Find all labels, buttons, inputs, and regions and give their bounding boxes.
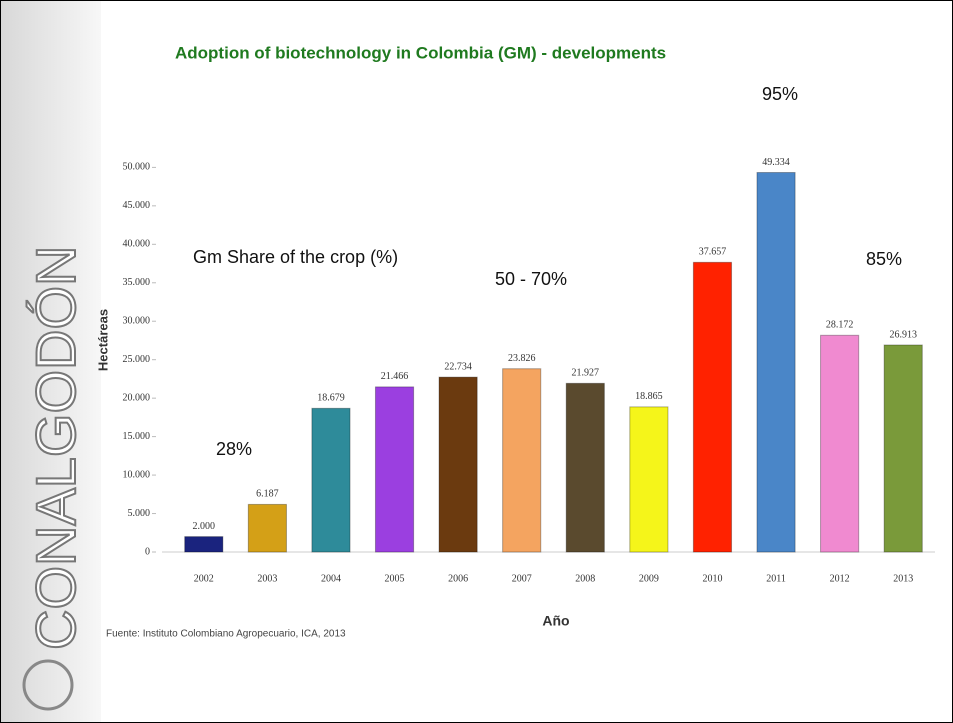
bar: [565, 382, 605, 553]
x-axis-label: Año: [542, 613, 569, 629]
data-label: 18.865: [635, 391, 663, 402]
annotation: Gm Share of the crop (%): [193, 247, 398, 267]
x-tick-label: 2006: [448, 573, 468, 584]
y-tick-label: 45.000: [123, 200, 151, 211]
x-tick-label: 2010: [702, 573, 722, 584]
annotation: 50 - 70%: [495, 269, 567, 289]
y-tick-label: 15.000: [123, 431, 151, 442]
bar: [756, 172, 796, 553]
x-tick-label: 2013: [893, 573, 913, 584]
y-tick-label: 10.000: [123, 469, 151, 480]
bar: [502, 368, 542, 553]
bar: [184, 536, 224, 553]
data-label: 2.000: [193, 521, 216, 532]
data-label: 26.913: [889, 329, 917, 340]
x-tick-label: 2009: [639, 573, 659, 584]
x-tick-label: 2007: [512, 573, 532, 584]
y-tick-label: 5.000: [128, 508, 151, 519]
bar: [629, 406, 669, 553]
x-tick-label: 2002: [194, 573, 214, 584]
y-tick-label: 30.000: [123, 316, 151, 327]
data-label: 28.172: [826, 320, 854, 331]
data-label: 18.679: [317, 393, 345, 404]
annotation: 28%: [216, 439, 252, 459]
source: Fuente: Instituto Colombiano Agropecuari…: [106, 629, 346, 640]
bar: [247, 503, 287, 553]
chart-title: Adoption of biotechnology in Colombia (G…: [175, 43, 666, 62]
x-tick-label: 2003: [257, 573, 277, 584]
bar: [311, 407, 351, 553]
y-tick-label: 35.000: [123, 277, 151, 288]
brand: CONALGODÓN: [24, 246, 87, 651]
y-tick-label: 25.000: [123, 354, 151, 365]
data-label: 21.466: [381, 371, 409, 382]
bar: [692, 261, 733, 553]
x-tick-label: 2012: [830, 573, 850, 584]
annotation: 85%: [866, 249, 902, 269]
bar: [374, 386, 415, 553]
annotation: 95%: [762, 84, 798, 104]
data-label: 37.657: [699, 247, 727, 258]
bar: [883, 344, 923, 553]
x-tick-label: 2005: [385, 573, 405, 584]
logo-icon: [22, 659, 74, 711]
data-label: 23.826: [508, 353, 536, 364]
y-axis-label: Hectáreas: [95, 309, 110, 371]
y-tick-label: 50.000: [123, 162, 151, 173]
data-label: 49.334: [762, 157, 790, 168]
x-tick-label: 2008: [575, 573, 595, 584]
data-label: 21.927: [572, 368, 600, 379]
y-tick-label: 40.000: [123, 239, 151, 250]
bar: [820, 334, 860, 553]
x-tick-label: 2011: [766, 573, 786, 584]
y-tick-label: 0: [145, 546, 150, 557]
data-label: 6.187: [256, 489, 279, 500]
x-tick-label: 2004: [321, 573, 341, 584]
sidebar: [1, 1, 101, 722]
data-label: 22.734: [444, 361, 472, 372]
bar: [438, 376, 478, 553]
y-tick-label: 20.000: [123, 392, 151, 403]
